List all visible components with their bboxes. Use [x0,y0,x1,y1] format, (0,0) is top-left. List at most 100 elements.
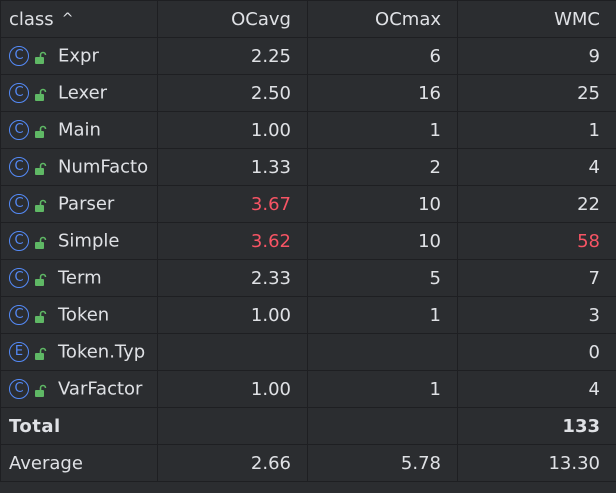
column-header-ocavg-label: OCavg [231,8,291,30]
class-cell: C Parser [0,185,158,223]
ocmax-cell: 6 [307,37,458,75]
table-row[interactable]: C Lexer 2.50 16 25 [0,74,616,112]
table-row[interactable]: C Term 2.33 5 7 [0,259,616,297]
lock-icon [33,123,47,139]
class-name: VarFactor [58,378,143,400]
ocavg-cell: 1.33 [157,148,308,186]
ocmax-cell: 10 [307,222,458,260]
total-ocavg [157,407,308,445]
class-name: Parser [58,193,115,215]
average-wmc: 13.30 [457,444,616,482]
lock-icon [33,86,47,102]
wmc-cell: 1 [457,111,616,149]
total-wmc: 133 [457,407,616,445]
class-cell: E Token.Typ [0,333,158,371]
class-name: Expr [58,45,99,67]
class-name: Term [58,267,102,289]
class-icon: C [9,157,29,178]
ocmax-cell: 10 [307,185,458,223]
average-row[interactable]: Average 2.66 5.78 13.30 [0,444,616,482]
class-cell: C Token [0,296,158,334]
ocmax-cell: 5 [307,259,458,297]
class-name: Token [58,304,110,326]
column-header-wmc-label: WMC [554,8,600,30]
lock-icon [33,345,47,361]
class-cell: C Expr [0,37,158,75]
wmc-cell: 9 [457,37,616,75]
column-header-ocmax[interactable]: OCmax [307,0,458,38]
column-header-class-label: class [9,8,54,30]
table-row[interactable]: C Expr 2.25 6 9 [0,37,616,75]
lock-icon [33,271,47,287]
table-row[interactable]: C Main 1.00 1 1 [0,111,616,149]
ocavg-cell: 3.67 [157,185,308,223]
class-icon: C [9,46,29,67]
total-ocmax [307,407,458,445]
average-ocavg: 2.66 [157,444,308,482]
wmc-cell: 3 [457,296,616,334]
lock-icon [33,49,47,65]
table-row[interactable]: C Parser 3.67 10 22 [0,185,616,223]
class-name: Token.Typ [58,341,146,363]
wmc-cell: 58 [457,222,616,260]
class-cell: C Main [0,111,158,149]
ocavg-cell: 2.50 [157,74,308,112]
total-label: Total [0,407,158,445]
lock-icon [33,308,47,324]
column-header-ocavg[interactable]: OCavg [157,0,308,38]
wmc-cell: 0 [457,333,616,371]
class-icon: C [9,305,29,326]
average-ocmax: 5.78 [307,444,458,482]
class-name: Simple [58,230,120,252]
enum-icon: E [9,342,29,363]
ocmax-cell [307,333,458,371]
lock-icon [33,234,47,250]
lock-icon [33,197,47,213]
ocmax-cell: 1 [307,111,458,149]
table-row[interactable]: C NumFacto 1.33 2 4 [0,148,616,186]
class-name: Main [58,119,101,141]
average-label: Average [0,444,158,482]
column-header-class[interactable]: class ^ [0,0,158,38]
class-cell: C Lexer [0,74,158,112]
class-name: Lexer [58,82,108,104]
wmc-cell: 22 [457,185,616,223]
ocmax-cell: 1 [307,296,458,334]
class-cell: C VarFactor [0,370,158,408]
wmc-cell: 25 [457,74,616,112]
class-icon: C [9,231,29,252]
class-icon: C [9,83,29,104]
class-icon: C [9,379,29,400]
class-cell: C Term [0,259,158,297]
total-row[interactable]: Total 133 [0,407,616,445]
class-cell: C NumFacto [0,148,158,186]
lock-icon [33,382,47,398]
table-row[interactable]: C VarFactor 1.00 1 4 [0,370,616,408]
table-row[interactable]: E Token.Typ 0 [0,333,616,371]
class-name: NumFacto [58,156,149,178]
table-row[interactable]: C Simple 3.62 10 58 [0,222,616,260]
wmc-cell: 4 [457,370,616,408]
column-header-ocmax-label: OCmax [375,8,441,30]
sort-ascending-icon: ^ [61,10,74,27]
ocavg-cell [157,333,308,371]
class-cell: C Simple [0,222,158,260]
wmc-cell: 7 [457,259,616,297]
wmc-cell: 4 [457,148,616,186]
class-icon: C [9,268,29,289]
ocavg-cell: 1.00 [157,111,308,149]
table-row[interactable]: C Token 1.00 1 3 [0,296,616,334]
ocavg-cell: 2.33 [157,259,308,297]
ocavg-cell: 1.00 [157,296,308,334]
ocmax-cell: 1 [307,370,458,408]
ocavg-cell: 3.62 [157,222,308,260]
ocmax-cell: 16 [307,74,458,112]
metrics-table: class ^ OCavg OCmax WMC C Expr 2.25 6 9 C Lexer… [0,0,616,482]
ocmax-cell: 2 [307,148,458,186]
column-header-wmc[interactable]: WMC [457,0,616,38]
class-icon: C [9,120,29,141]
class-icon: C [9,194,29,215]
ocavg-cell: 1.00 [157,370,308,408]
header-row: class ^ OCavg OCmax WMC [0,0,616,38]
ocavg-cell: 2.25 [157,37,308,75]
